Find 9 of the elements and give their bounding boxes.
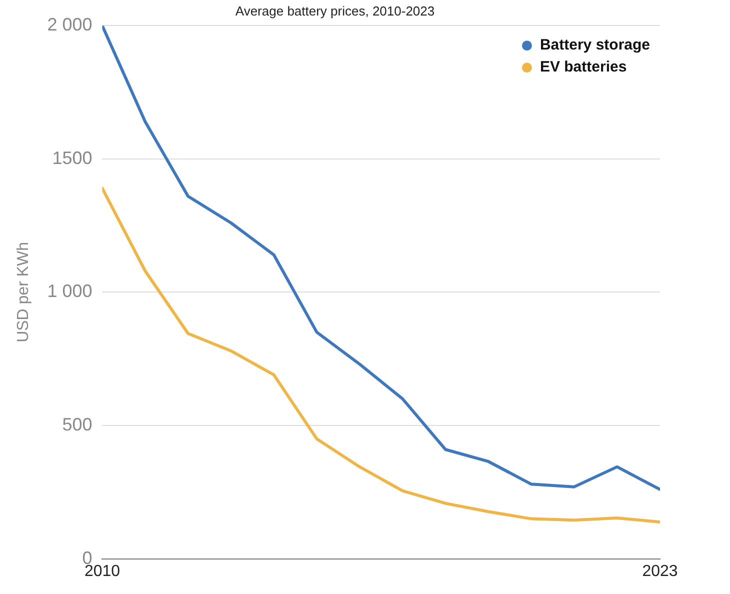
legend-label: EV batteries xyxy=(540,58,627,76)
legend-label: Battery storage xyxy=(540,36,650,54)
y-tick-label: 1 000 xyxy=(47,281,92,302)
y-tick-label: 2 000 xyxy=(47,14,92,35)
y-tick-label: 500 xyxy=(62,414,92,434)
x-tick-label: 2023 xyxy=(642,562,678,580)
y-tick-label: 1500 xyxy=(52,148,92,168)
y-axis-title: USD per KWh xyxy=(15,242,32,342)
chart-title: Average battery prices, 2010-2023 xyxy=(235,3,435,18)
